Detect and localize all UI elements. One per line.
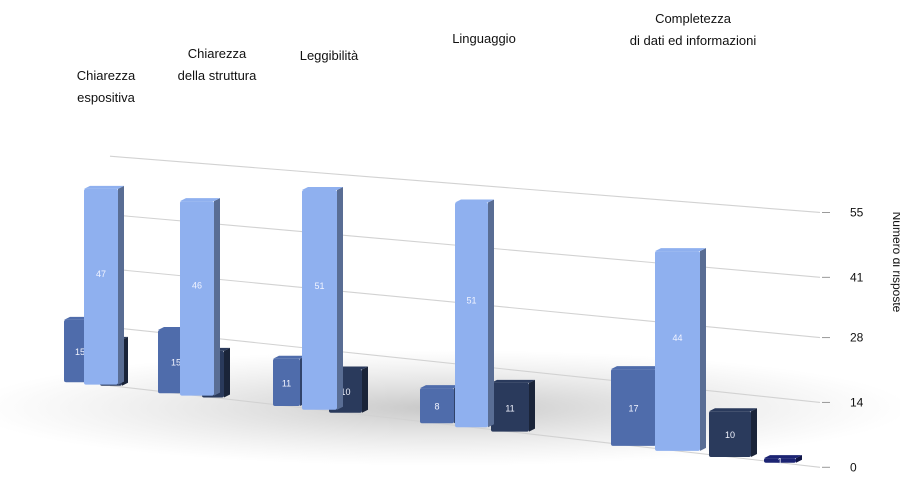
bar-front — [611, 369, 656, 446]
bar-front — [302, 190, 337, 410]
bar-side — [362, 366, 368, 413]
bar-top — [302, 187, 343, 191]
bar-side — [700, 248, 706, 451]
bar-front — [455, 202, 488, 428]
y-tick-label-2: 28 — [850, 331, 864, 345]
bar-front — [273, 358, 300, 406]
category-label-3: Linguaggio — [452, 31, 516, 46]
bar-4-0: 17 — [611, 366, 662, 446]
data-label: 15 — [75, 347, 85, 357]
category-label-2: Leggibilità — [300, 48, 359, 63]
y-tick-label-3: 41 — [850, 270, 864, 284]
data-label: 51 — [314, 281, 324, 291]
bar-3-0: 8 — [420, 385, 460, 424]
gridline-4 — [109, 155, 821, 214]
bar-top — [420, 385, 460, 389]
bar-front — [84, 188, 118, 385]
bar-4-3: 1 — [764, 455, 802, 466]
bar-1-1: 46 — [180, 198, 220, 396]
category-label-0: Chiarezza espositiva — [77, 68, 136, 105]
category-label-4: Completezza di dati ed informazioni — [630, 11, 757, 48]
bar-2-1: 51 — [302, 187, 343, 410]
bar-top — [611, 366, 662, 370]
data-label: 17 — [628, 404, 638, 414]
data-label: 11 — [505, 403, 514, 413]
bar-side — [796, 455, 802, 463]
bar-front — [709, 411, 751, 457]
bar-3-1: 51 — [455, 199, 494, 428]
bar-top — [655, 248, 706, 252]
y-tick-label-0: 0 — [850, 460, 857, 474]
bar-side — [224, 347, 230, 398]
bar-0-1: 47 — [84, 185, 124, 385]
bar-4-2: 10 — [709, 408, 757, 457]
bars: 151147151146111051811511710144 — [64, 185, 802, 466]
bar-side — [118, 185, 124, 385]
y-tick-label-1: 14 — [850, 395, 864, 409]
data-label: 10 — [725, 430, 735, 440]
y-tick-label-4: 55 — [850, 205, 864, 219]
category-labels: Chiarezza espositiva Chiarezza della strutt… — [77, 11, 757, 105]
data-label: 46 — [192, 281, 202, 291]
data-label: 44 — [672, 333, 682, 343]
bar-top — [764, 455, 802, 459]
bar-side — [214, 198, 220, 396]
bar-top — [180, 198, 220, 202]
bar-top — [491, 379, 535, 383]
bar-3-2: 11 — [491, 379, 535, 432]
category-label-1: Chiarezza della struttura — [178, 46, 258, 83]
data-label: 1 — [777, 456, 782, 466]
bar-2-0: 11 — [273, 355, 306, 406]
bar-side — [488, 199, 494, 428]
bar-front — [420, 388, 454, 424]
bar-top — [273, 355, 306, 359]
bar-top — [84, 185, 124, 189]
bar-front — [655, 251, 700, 451]
data-label: 11 — [282, 378, 291, 388]
data-label: 8 — [434, 402, 439, 412]
bar-top — [709, 408, 757, 412]
bar-front — [764, 458, 796, 463]
data-label: 15 — [171, 358, 181, 368]
bar-side — [751, 408, 757, 457]
bar-4-1: 44 — [655, 248, 706, 451]
y-axis-title: Numero di risposte — [890, 212, 900, 313]
data-label: 51 — [466, 296, 476, 306]
bar-side — [529, 379, 535, 432]
data-label: 47 — [96, 269, 106, 279]
data-label: 10 — [340, 387, 350, 397]
bar-front — [491, 382, 529, 432]
bar-side — [337, 187, 343, 410]
bar-top — [455, 199, 494, 203]
y-axis-ticks: 0 14 28 41 55 — [822, 205, 864, 474]
bar-front — [180, 201, 214, 396]
